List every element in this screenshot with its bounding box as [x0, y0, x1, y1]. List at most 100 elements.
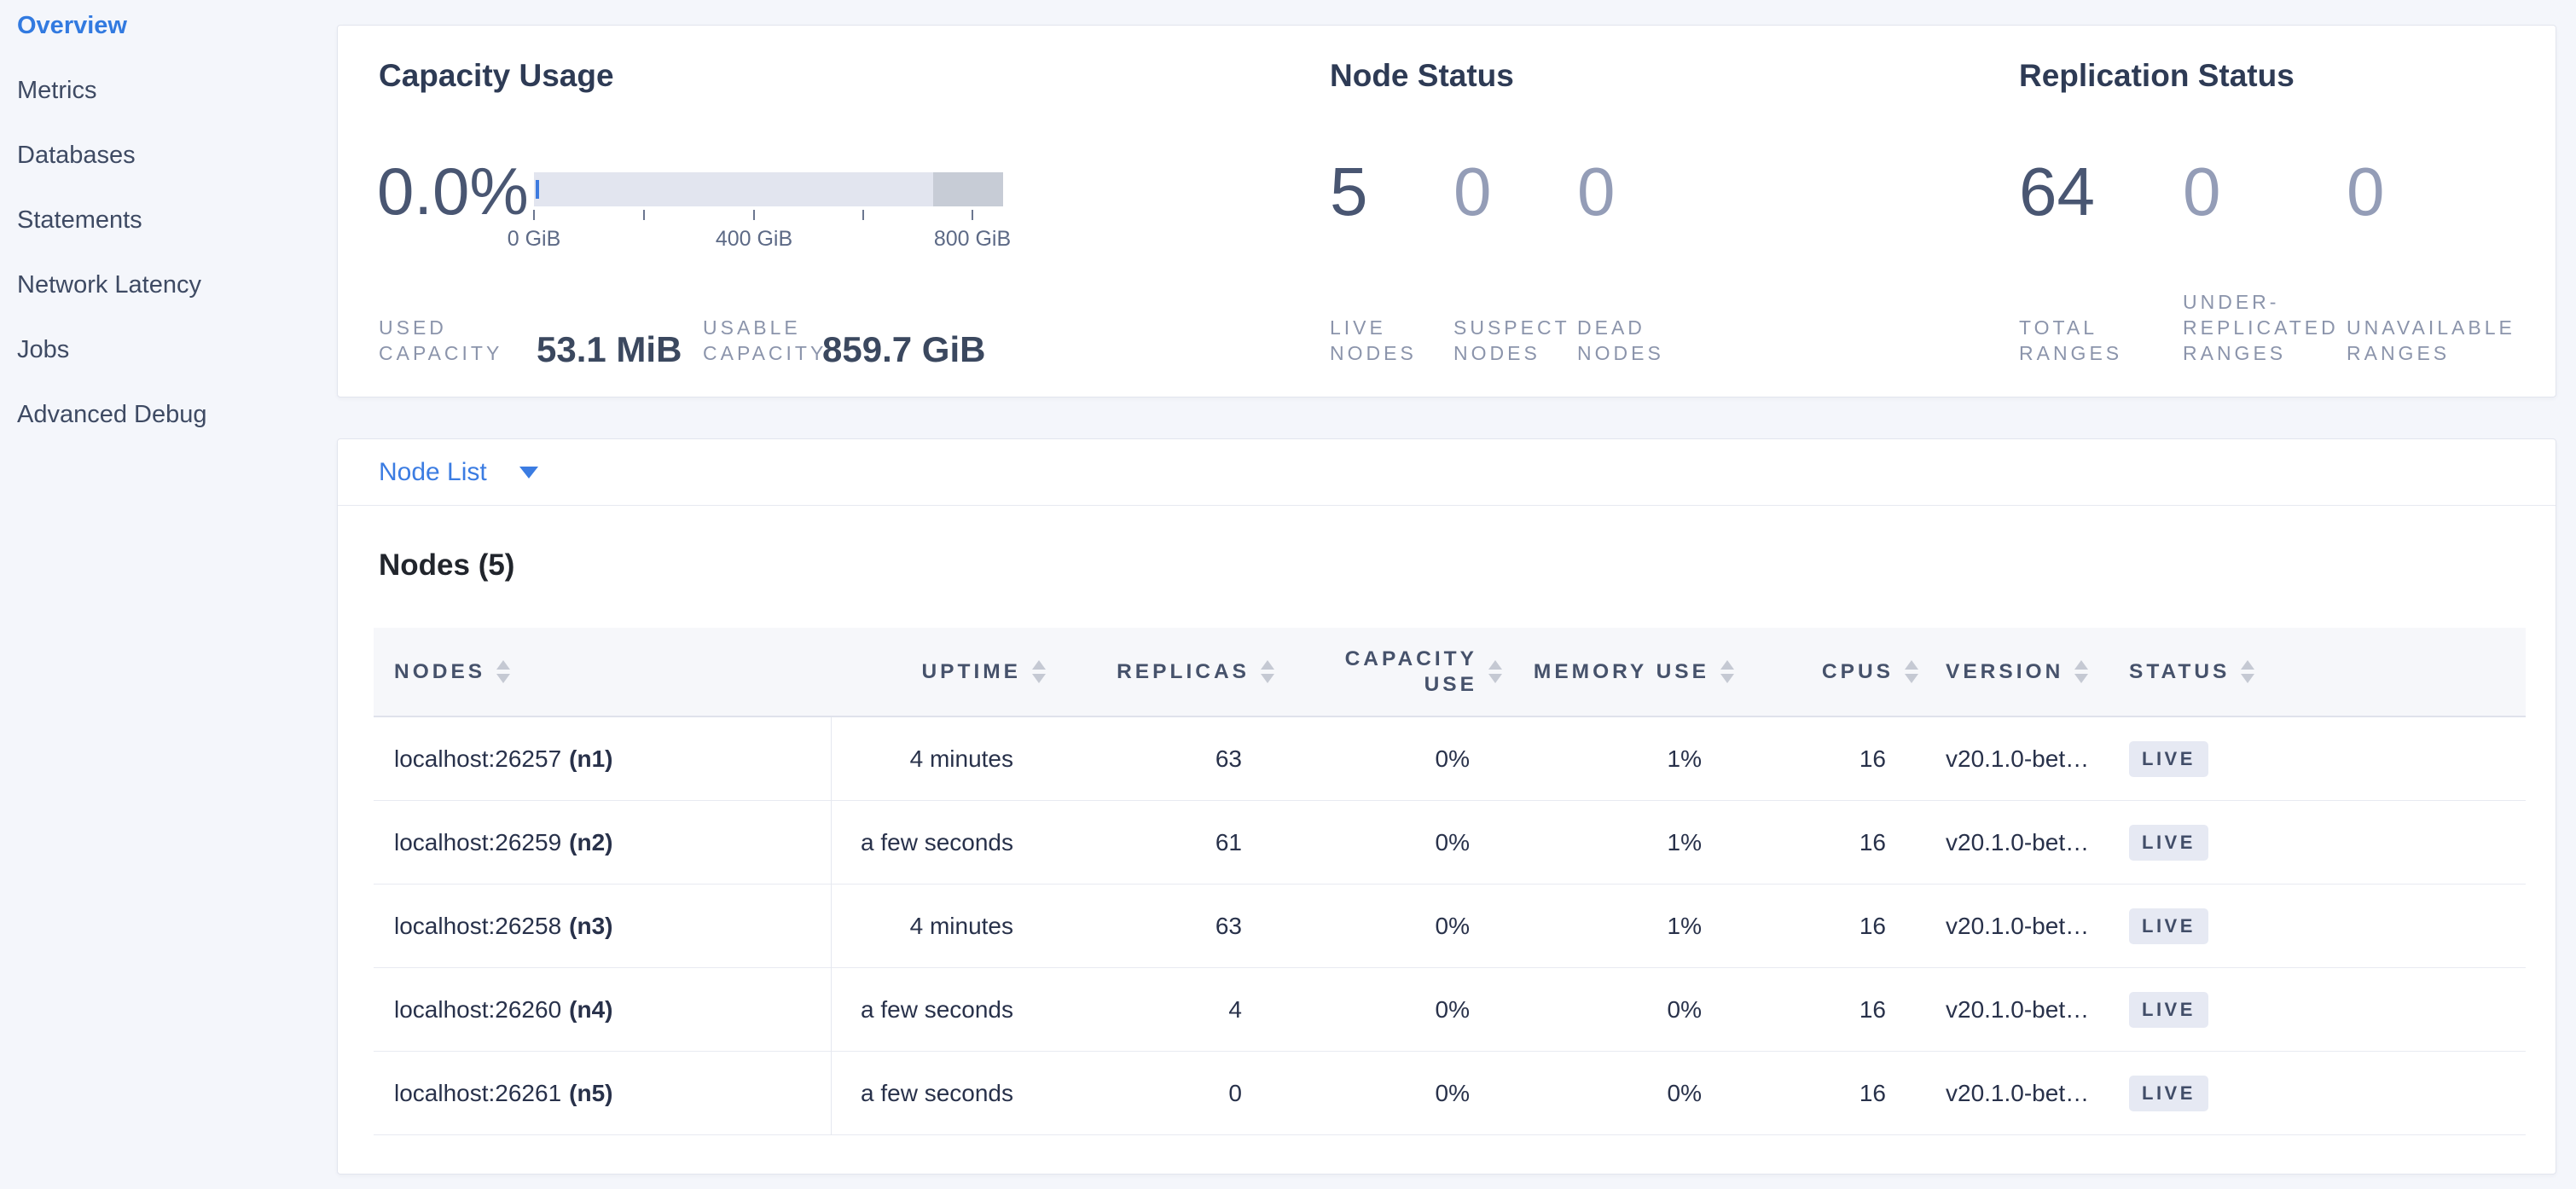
capacity-use-cell: 0% [1435, 828, 1470, 856]
chevron-down-icon [519, 467, 538, 478]
usable-capacity-label: USABLE CAPACITY [703, 316, 827, 364]
node-address-cell[interactable]: localhost:26261 (n5) [374, 1052, 832, 1135]
uptime-cell: a few seconds [861, 828, 1013, 856]
sidebar-item-databases[interactable]: Databases [17, 142, 136, 169]
node-address-cell[interactable]: localhost:26258 (n3) [374, 884, 832, 968]
column-header-memory-use[interactable]: MEMORY USE [1502, 628, 1734, 716]
node-list-card: Node List Nodes (5) NODES UPTIME REPLICA… [337, 438, 2556, 1174]
cpus-cell: 16 [1859, 912, 1886, 939]
sort-icon [2241, 660, 2255, 683]
sort-icon [496, 660, 511, 683]
sidebar-item-metrics[interactable]: Metrics [17, 77, 97, 104]
axis-label-800gib: 800 GiB [933, 227, 1012, 251]
column-header-uptime[interactable]: UPTIME [832, 628, 1046, 716]
capacity-use-cell: 0% [1435, 912, 1470, 939]
status-badge: LIVE [2129, 908, 2208, 944]
cpus-cell: 16 [1859, 745, 1886, 772]
total-ranges-count: 64 [2019, 154, 2095, 229]
used-capacity-label: USED CAPACITY [379, 316, 503, 364]
table-row: localhost:26257 (n1) 4 minutes 63 0% 1% … [374, 717, 2526, 801]
nodes-table-header: NODES UPTIME REPLICAS CAPACITY USE MEMOR… [374, 628, 2526, 717]
column-header-cpus[interactable]: CPUS [1734, 628, 1918, 716]
dead-nodes-label: DEAD NODES [1577, 316, 1664, 364]
axis-tick [862, 210, 864, 220]
unavailable-ranges-label: UNAVAILABLE RANGES [2347, 316, 2515, 364]
node-list-dropdown-button[interactable]: Node List [379, 439, 538, 506]
capacity-usage-title: Capacity Usage [379, 58, 614, 93]
version-cell: v20.1.0-bet… [1946, 995, 2090, 1023]
memory-use-cell: 0% [1667, 1079, 1702, 1106]
node-list-selector-bar: Node List [338, 439, 2556, 506]
sidebar: Overview Metrics Databases Statements Ne… [0, 0, 337, 1189]
used-capacity-value: 53.1 MiB [537, 329, 682, 369]
uptime-cell: a few seconds [861, 1079, 1013, 1106]
cluster-summary-card: Capacity Usage 0.0% 0 GiB 400 GiB 800 Gi… [337, 25, 2556, 397]
node-address-cell[interactable]: localhost:26257 (n1) [374, 717, 832, 801]
axis-tick [972, 210, 973, 220]
column-header-replicas[interactable]: REPLICAS [1046, 628, 1274, 716]
dead-nodes-count: 0 [1577, 154, 1616, 229]
status-badge: LIVE [2129, 991, 2208, 1028]
node-address-cell[interactable]: localhost:26259 (n2) [374, 801, 832, 884]
under-replicated-ranges-label: UNDER- REPLICATED RANGES [2183, 291, 2339, 364]
usable-capacity-value: 859.7 GiB [822, 329, 986, 369]
uptime-cell: a few seconds [861, 995, 1013, 1023]
axis-tick [753, 210, 755, 220]
uptime-cell: 4 minutes [909, 912, 1013, 939]
node-status-title: Node Status [1330, 58, 1514, 93]
suspect-nodes-count: 0 [1453, 154, 1492, 229]
capacity-use-cell: 0% [1435, 745, 1470, 772]
sidebar-item-advanced-debug[interactable]: Advanced Debug [17, 401, 207, 428]
sidebar-item-overview[interactable]: Overview [17, 12, 127, 39]
replication-status-title: Replication Status [2019, 58, 2295, 93]
unavailable-ranges-count: 0 [2347, 154, 2385, 229]
version-cell: v20.1.0-bet… [1946, 1079, 2090, 1106]
sidebar-nav: Overview Metrics Databases Statements Ne… [0, 0, 337, 447]
status-cell: LIVE [2106, 968, 2526, 1051]
replicas-cell: 63 [1215, 745, 1242, 772]
replicas-cell: 61 [1215, 828, 1242, 856]
sort-icon [2074, 660, 2089, 683]
table-row: localhost:26258 (n3) 4 minutes 63 0% 1% … [374, 884, 2526, 968]
cpus-cell: 16 [1859, 1079, 1886, 1106]
replicas-cell: 0 [1228, 1079, 1242, 1106]
sidebar-item-statements[interactable]: Statements [17, 206, 142, 234]
node-list-dropdown-label: Node List [379, 458, 487, 486]
sort-icon [1905, 660, 1918, 683]
table-row: localhost:26261 (n5) a few seconds 0 0% … [374, 1052, 2526, 1135]
replicas-cell: 4 [1228, 995, 1242, 1023]
column-header-capacity-use[interactable]: CAPACITY USE [1274, 628, 1502, 716]
nodes-table-title: Nodes (5) [379, 548, 515, 582]
suspect-nodes-label: SUSPECT NODES [1453, 316, 1570, 364]
cpus-cell: 16 [1859, 828, 1886, 856]
status-badge: LIVE [2129, 740, 2208, 777]
total-ranges-label: TOTAL RANGES [2019, 316, 2123, 364]
replicas-cell: 63 [1215, 912, 1242, 939]
node-address-cell[interactable]: localhost:26260 (n4) [374, 968, 832, 1052]
memory-use-cell: 1% [1667, 745, 1702, 772]
table-row: localhost:26260 (n4) a few seconds 4 0% … [374, 968, 2526, 1052]
axis-label-0gib: 0 GiB [507, 227, 561, 251]
status-cell: LIVE [2106, 717, 2526, 800]
sort-icon [1720, 660, 1734, 683]
uptime-cell: 4 minutes [909, 745, 1013, 772]
status-badge: LIVE [2129, 824, 2208, 861]
status-cell: LIVE [2106, 801, 2526, 884]
status-cell: LIVE [2106, 1052, 2526, 1134]
sidebar-item-network-latency[interactable]: Network Latency [17, 271, 201, 299]
capacity-usage-percent: 0.0% [377, 154, 529, 229]
column-header-status[interactable]: STATUS [2106, 628, 2526, 716]
sort-icon [1032, 660, 1046, 683]
memory-use-cell: 1% [1667, 912, 1702, 939]
capacity-bar-other-segment [932, 172, 1003, 206]
version-cell: v20.1.0-bet… [1946, 745, 2090, 772]
capacity-bar-used-marker [536, 180, 539, 199]
axis-tick [643, 210, 645, 220]
column-header-nodes[interactable]: NODES [374, 628, 832, 716]
sidebar-item-jobs[interactable]: Jobs [17, 336, 70, 363]
under-replicated-ranges-count: 0 [2183, 154, 2221, 229]
capacity-use-cell: 0% [1435, 1079, 1470, 1106]
live-nodes-label: LIVE NODES [1330, 316, 1417, 364]
cpus-cell: 16 [1859, 995, 1886, 1023]
column-header-version[interactable]: VERSION [1918, 628, 2106, 716]
